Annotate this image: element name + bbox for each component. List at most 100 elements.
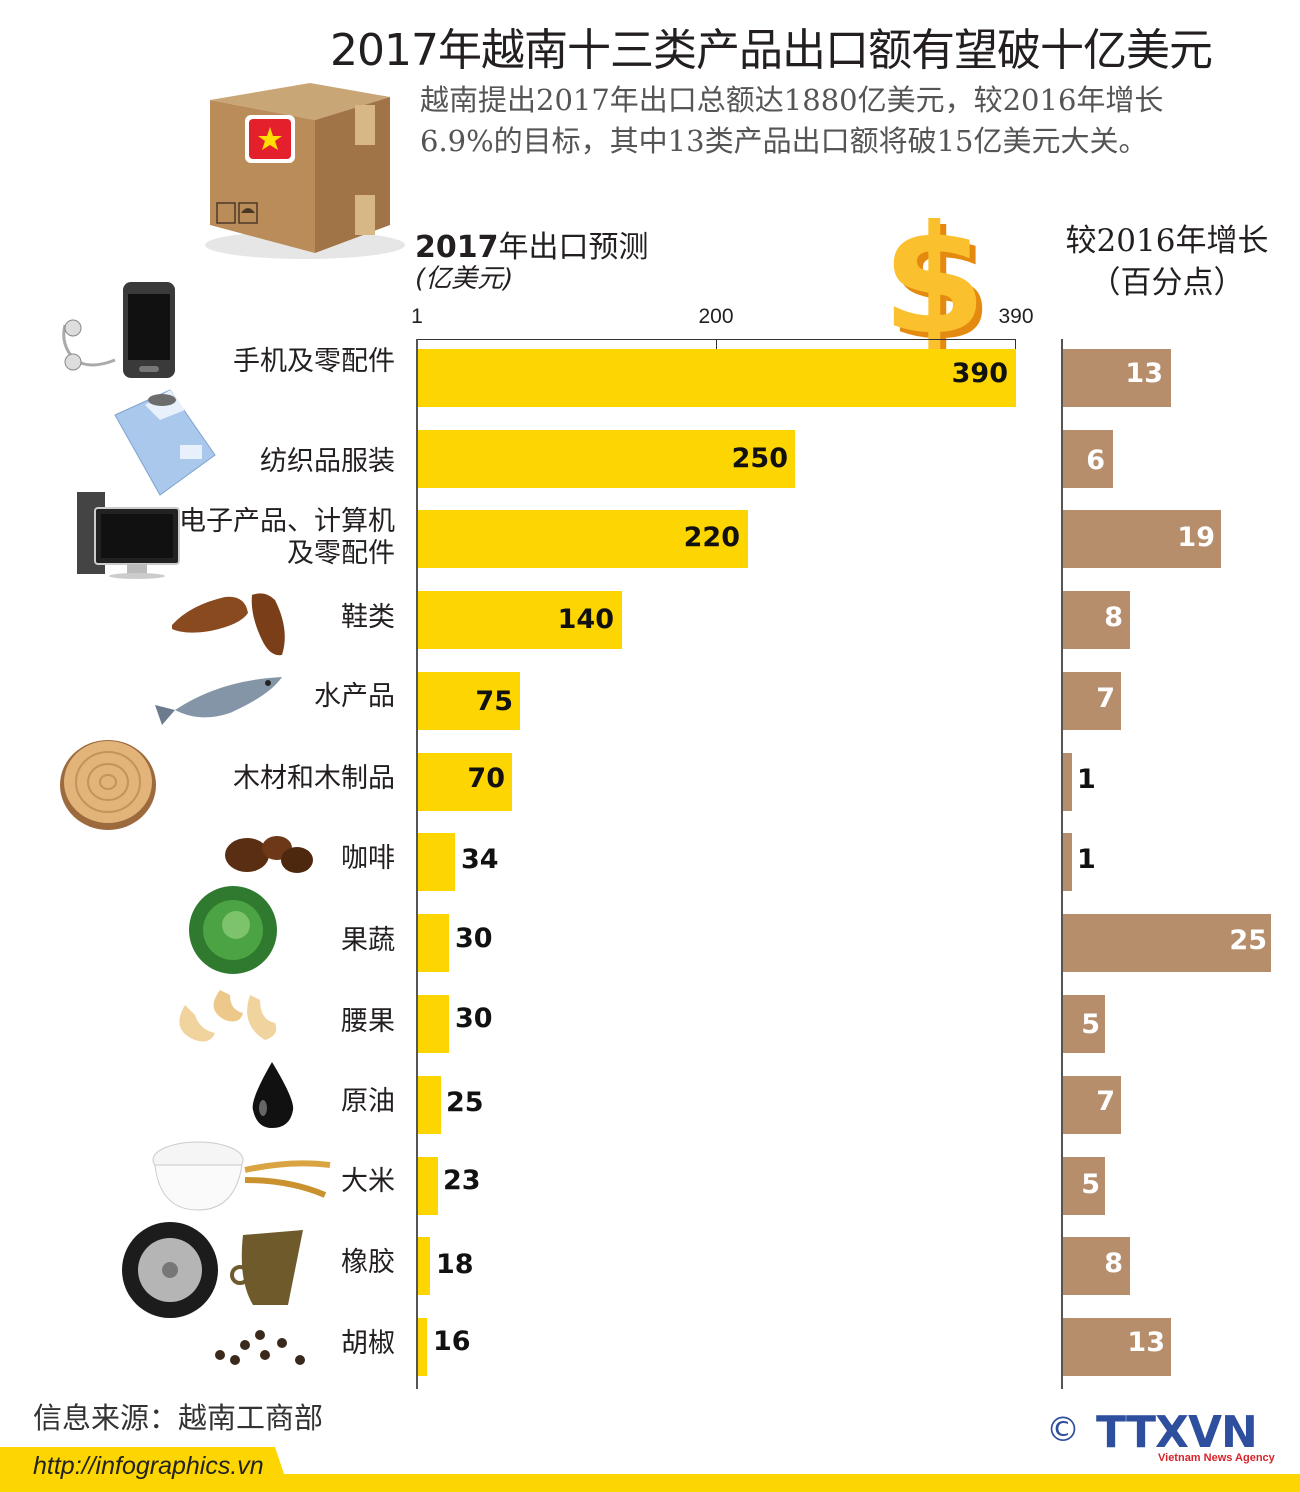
row-label: 木材和木制品 [233, 763, 395, 794]
row-label: 大米 [341, 1166, 395, 1197]
growth-value: 6 [1086, 445, 1105, 476]
axis-tick [1015, 339, 1016, 349]
website-link[interactable]: http://infographics.vn [33, 1452, 264, 1480]
export-bar [418, 430, 795, 488]
growth-baseline [1061, 339, 1063, 1389]
export-value: 34 [461, 844, 499, 875]
growth-value: 8 [1104, 1248, 1123, 1279]
cabbage-icon [189, 886, 277, 974]
row-label: 电子产品、计算机 及零配件 [179, 506, 395, 570]
export-baseline [416, 339, 418, 1389]
growth-value: 25 [1229, 925, 1267, 956]
row-label: 橡胶 [341, 1247, 395, 1278]
export-chart-label: 年出口预测 [498, 230, 649, 265]
export-value: 30 [455, 923, 493, 954]
svg-text:$: $ [882, 210, 986, 355]
export-value: 23 [443, 1165, 481, 1196]
row-label-line2: 及零配件 [287, 538, 395, 569]
export-bar [418, 591, 622, 649]
fish-icon [155, 677, 282, 725]
growth-chart-title-line1: 较2016年增长 [1065, 223, 1269, 259]
export-bar [418, 753, 512, 811]
growth-value: 8 [1104, 602, 1123, 633]
tire-icon [122, 1222, 303, 1318]
growth-value: 13 [1125, 358, 1163, 389]
growth-chart-title: 较2016年增长 （百分点） [1062, 220, 1272, 304]
row-label: 咖啡 [341, 843, 395, 874]
growth-bar [1063, 430, 1113, 488]
oil-drop-icon [252, 1062, 294, 1128]
export-value: 220 [683, 522, 740, 553]
rubber-sheet-icon [241, 1230, 303, 1305]
growth-bar [1063, 1157, 1105, 1215]
rice-bowl-icon [152, 1141, 331, 1211]
subtitle: 越南提出2017年出口总额达1880亿美元，较2016年增长6.9%的目标，其中… [420, 83, 1164, 158]
row-label: 胡椒 [341, 1328, 395, 1359]
export-chart-year: 2017 [415, 230, 499, 265]
growth-bar [1063, 349, 1171, 407]
mobile-phone-icon [62, 282, 175, 378]
export-bar [418, 995, 449, 1053]
growth-bar [1063, 1076, 1121, 1134]
row-label: 鞋类 [341, 602, 395, 633]
row-label: 水产品 [314, 681, 395, 712]
export-chart-unit: (亿美元) [415, 264, 514, 294]
shoes-icon [172, 593, 285, 656]
growth-value: 5 [1081, 1009, 1100, 1040]
export-bar [418, 1157, 438, 1215]
export-value: 250 [731, 443, 788, 474]
coffee-bean-icon [225, 836, 313, 873]
growth-bar [1063, 833, 1072, 891]
axis-tick-label: 200 [698, 305, 734, 328]
export-value: 30 [455, 1003, 493, 1034]
export-bar [418, 349, 1016, 407]
export-bar [418, 1237, 430, 1295]
growth-value: 19 [1177, 522, 1215, 553]
cashew-icon [179, 990, 277, 1042]
export-value: 140 [557, 604, 614, 635]
growth-bar [1063, 591, 1130, 649]
export-value: 390 [951, 358, 1008, 389]
growth-bar [1063, 995, 1105, 1053]
row-label: 腰果 [341, 1006, 395, 1037]
export-value: 70 [467, 763, 505, 794]
export-value: 18 [436, 1249, 474, 1280]
row-label: 纺织品服装 [260, 446, 395, 477]
dollar-sign-icon: $ $ [882, 210, 990, 355]
growth-value: 7 [1096, 683, 1115, 714]
export-value: 75 [475, 686, 513, 717]
pepper-icon [215, 1330, 305, 1365]
growth-chart-unit: （百分点） [1089, 265, 1245, 301]
copyright-icon: © [1046, 1410, 1080, 1450]
growth-bar [1063, 672, 1121, 730]
export-bar [418, 1076, 441, 1134]
export-bar [418, 510, 748, 568]
svg-text:$: $ [888, 210, 990, 355]
growth-bar [1063, 1318, 1171, 1376]
computer-icon [77, 492, 180, 579]
axis-tick [716, 339, 717, 349]
growth-value: 13 [1127, 1327, 1165, 1358]
row-label: 手机及零配件 [233, 346, 395, 377]
row-label: 果蔬 [341, 925, 395, 956]
shirt-icon [114, 389, 216, 496]
footer-band [0, 1474, 1300, 1492]
page-title: 2017年越南十三类产品出口额有望破十亿美元 [330, 25, 1213, 76]
growth-bar [1063, 914, 1271, 972]
growth-bar [1063, 1237, 1130, 1295]
export-bar [418, 833, 455, 891]
growth-value: 5 [1081, 1169, 1100, 1200]
logo-tagline: Vietnam News Agency [1158, 1452, 1275, 1464]
growth-value: 1 [1077, 764, 1096, 795]
growth-bar [1063, 510, 1221, 568]
growth-value: 1 [1077, 844, 1096, 875]
cardboard-box-icon [205, 83, 405, 259]
export-bar [418, 1318, 427, 1376]
axis-tick-label: 390 [998, 305, 1034, 328]
export-chart-title: 2017年出口预测 [415, 222, 649, 266]
growth-bar [1063, 753, 1072, 811]
export-value: 16 [433, 1326, 471, 1357]
row-label: 原油 [341, 1086, 395, 1117]
source-note: 信息来源：越南工商部 [33, 1401, 324, 1435]
wood-log-icon [60, 740, 156, 830]
